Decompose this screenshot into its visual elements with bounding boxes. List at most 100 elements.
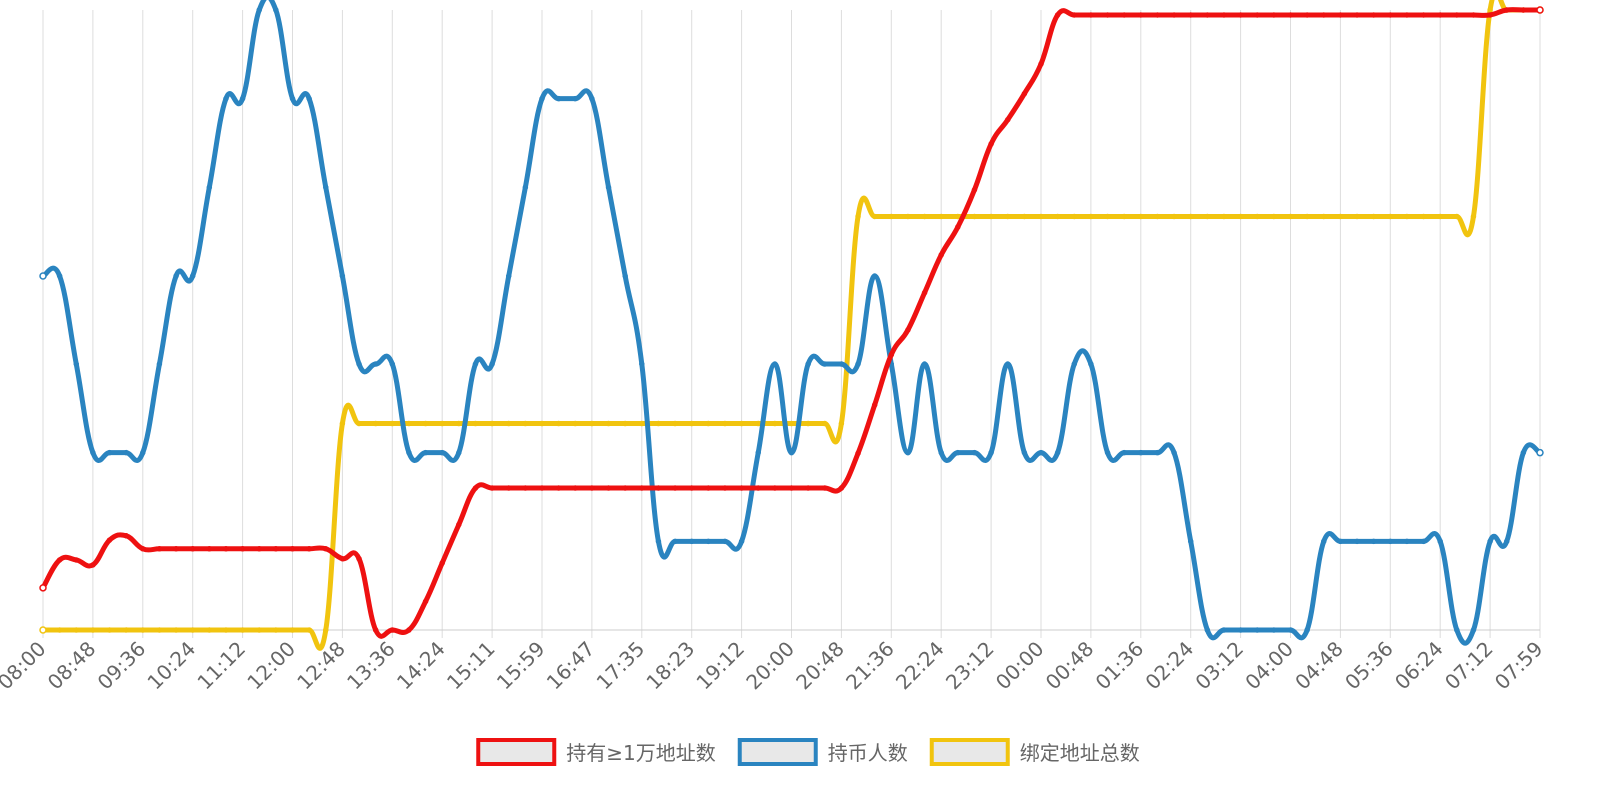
- data-point: [1054, 449, 1061, 456]
- x-tick-label: 10:24: [143, 637, 201, 695]
- data-point: [372, 627, 379, 633]
- data-point: [456, 420, 462, 427]
- x-tick-label: 00:00: [991, 637, 1049, 695]
- data-point: [688, 485, 695, 491]
- data-point: [555, 485, 562, 491]
- data-point: [705, 485, 712, 491]
- data-point: [356, 361, 362, 367]
- data-point: [223, 627, 229, 633]
- data-point: [1454, 213, 1460, 220]
- data-point: [1004, 361, 1011, 367]
- data-point: [955, 213, 961, 220]
- data-point: [289, 546, 296, 552]
- data-point: [356, 555, 362, 562]
- data-point: [855, 450, 861, 457]
- data-point: [56, 627, 63, 633]
- data-point: [223, 95, 229, 102]
- data-point: [73, 557, 80, 563]
- data-point: [1138, 449, 1144, 456]
- data-point: [1104, 449, 1111, 456]
- x-tick-label: 14:24: [392, 637, 450, 695]
- data-point: [1054, 213, 1061, 220]
- data-point: [372, 420, 379, 427]
- data-point: [73, 627, 80, 633]
- data-point: [505, 273, 512, 279]
- data-point: [971, 187, 978, 193]
- data-point: [56, 273, 63, 279]
- data-point: [1520, 7, 1527, 13]
- data-point: [1104, 213, 1111, 220]
- data-point: [90, 562, 96, 568]
- legend-label: 持有≥1万地址数: [566, 741, 715, 765]
- data-point: [988, 141, 994, 147]
- data-point: [1154, 213, 1161, 220]
- data-point: [1138, 12, 1144, 18]
- data-point: [705, 538, 712, 545]
- legend-swatch: [929, 738, 1010, 766]
- x-tick-label: 15:11: [442, 637, 500, 695]
- data-point: [1254, 12, 1260, 18]
- data-point: [339, 273, 346, 279]
- data-point: [1387, 12, 1394, 18]
- data-point: [1154, 449, 1161, 456]
- data-point: [738, 420, 745, 427]
- data-point: [189, 273, 196, 279]
- data-point: [1221, 213, 1227, 220]
- data-point: [206, 627, 213, 633]
- data-point: [905, 449, 911, 456]
- data-point: [838, 420, 845, 427]
- data-point: [389, 420, 396, 427]
- data-point: [1187, 12, 1194, 18]
- data-point: [772, 361, 778, 367]
- data-point: [1237, 627, 1244, 633]
- data-point: [1004, 116, 1011, 123]
- data-point: [955, 224, 961, 230]
- data-point: [1370, 213, 1377, 220]
- data-point: [988, 449, 994, 456]
- data-point: [805, 420, 811, 427]
- data-point: [822, 420, 828, 427]
- data-point: [106, 449, 113, 456]
- data-point: [1071, 12, 1078, 18]
- data-point: [1470, 12, 1477, 18]
- legend-label: 绑定地址总数: [1020, 741, 1140, 765]
- data-point: [822, 361, 828, 367]
- data-point: [273, 7, 279, 13]
- data-point: [639, 485, 645, 491]
- data-point: [522, 184, 529, 191]
- data-point: [156, 627, 163, 633]
- data-point: [522, 420, 529, 427]
- data-point: [323, 184, 329, 191]
- data-point: [339, 420, 346, 427]
- data-point: [306, 627, 312, 633]
- data-point: [1437, 213, 1443, 220]
- data-point: [489, 361, 495, 367]
- data-point: [655, 420, 662, 427]
- data-point: [1054, 12, 1061, 18]
- data-point: [722, 485, 728, 491]
- data-point: [306, 95, 312, 102]
- data-point: [788, 449, 795, 456]
- data-point: [1503, 538, 1510, 545]
- x-tick-label: 20:48: [791, 637, 849, 695]
- data-point: [539, 485, 545, 491]
- data-point: [422, 598, 429, 605]
- data-point: [921, 213, 928, 220]
- data-point: [1304, 213, 1310, 220]
- data-point: [1387, 213, 1394, 220]
- x-tick-label: 07:12: [1440, 637, 1498, 695]
- data-point: [289, 627, 296, 633]
- data-point: [1470, 213, 1477, 220]
- data-point: [1121, 12, 1127, 18]
- data-point: [705, 420, 712, 427]
- x-tick-label: 06:24: [1390, 637, 1448, 695]
- data-point: [1470, 627, 1477, 633]
- data-point: [938, 449, 944, 456]
- data-point: [256, 7, 262, 13]
- data-point: [1221, 12, 1227, 18]
- data-point: [805, 361, 811, 367]
- data-point: [323, 546, 329, 552]
- data-point: [1104, 12, 1111, 18]
- data-point: [589, 485, 595, 491]
- data-point: [788, 420, 795, 427]
